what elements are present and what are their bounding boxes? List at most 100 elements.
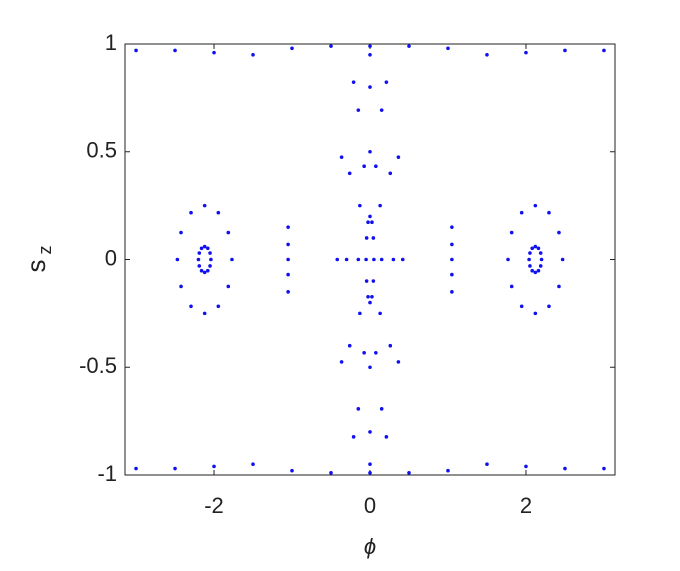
orbit-point [485,462,489,467]
orbit-point [563,48,567,53]
orbit-point [251,52,255,57]
orbit-point [179,230,183,235]
orbit-point [450,242,454,247]
orbit-point [374,164,378,168]
orbit-point [173,466,177,471]
orbit-point [205,268,210,273]
orbit-point [560,257,565,262]
orbit-point [371,236,376,240]
orbit-point [197,251,202,255]
orbit-point [134,466,138,471]
orbit-point [368,149,372,154]
orbit-point [524,50,528,55]
orbit-point [339,155,344,159]
orbit-point [533,311,538,316]
orbit-point [379,407,384,411]
orbit-point [519,304,524,309]
orbit-point [379,108,384,112]
orbit-point [450,257,454,262]
orbit-point [446,468,450,473]
orbit-point [202,270,207,275]
orbit-point [368,52,372,57]
orbit-point [189,304,193,309]
orbit-point [329,44,333,48]
orbit-point [519,210,524,215]
orbit-point [388,171,393,176]
orbit-point [407,44,411,48]
y-axis-label-group: s z [21,246,55,273]
orbit-point [290,46,294,51]
orbit-point [216,304,221,309]
orbit-point [538,264,543,268]
orbit-point [527,257,531,262]
orbit-point [356,257,361,262]
orbit-point [530,268,535,273]
orbit-point [557,284,561,289]
orbit-point [536,268,541,273]
orbit-point [528,251,532,255]
orbit-point [396,360,401,364]
orbit-point [286,225,290,229]
orbit-point [347,171,352,176]
orbit-point [202,311,207,316]
plot-frame [124,43,616,476]
orbit-point [362,351,366,355]
orbit-point [396,155,401,159]
orbit-point [290,468,294,473]
orbit-point [384,80,389,84]
orbit-point [368,471,372,475]
orbit-point [205,246,210,251]
orbit-point [199,246,204,251]
orbit-point [370,220,374,225]
orbit-point [368,300,372,305]
orbit-point [602,466,606,471]
orbit-point [378,203,382,208]
orbit-point [538,251,543,255]
orbit-point [547,210,551,215]
orbit-point [366,220,370,225]
orbit-point [339,360,344,364]
orbit-point [506,257,510,262]
orbit-point [362,164,366,168]
orbit-point [530,246,535,251]
orbit-point [533,244,538,249]
orbit-point [251,462,255,467]
orbit-point [368,44,372,48]
orbit-point [173,48,177,53]
orbit-point [370,294,374,299]
y-tick-label: 0 [105,245,117,270]
orbit-point [356,108,361,112]
y-tick-label: 1 [105,30,117,55]
orbit-point [356,407,361,411]
orbit-point [563,466,567,471]
orbit-point [374,351,378,355]
orbit-point [366,294,370,299]
orbit-point [335,257,340,262]
orbit-point [230,257,234,262]
orbit-point [446,46,450,51]
y-tick-label: -0.5 [79,353,117,378]
orbit-point [371,279,376,283]
orbit-point [358,203,362,208]
orbit-point [509,230,514,235]
orbit-point [533,270,538,275]
orbit-point [388,343,393,348]
orbit-point [407,471,411,475]
orbit-point [358,311,362,316]
orbit-point [450,225,454,229]
orbit-point [286,242,290,247]
orbit-point [286,272,290,277]
orbit-point [351,80,356,84]
orbit-point [199,268,204,273]
orbit-point [344,257,349,262]
orbit-point [378,311,382,316]
orbit-point [208,251,212,255]
orbit-point [286,290,290,294]
x-axis-label: ϕ [364,534,376,559]
orbit-point [134,48,138,53]
orbit-point [524,464,528,469]
orbit-point [347,343,352,348]
orbit-point [536,246,541,251]
orbit-point [539,257,544,262]
orbit-point [485,52,489,57]
